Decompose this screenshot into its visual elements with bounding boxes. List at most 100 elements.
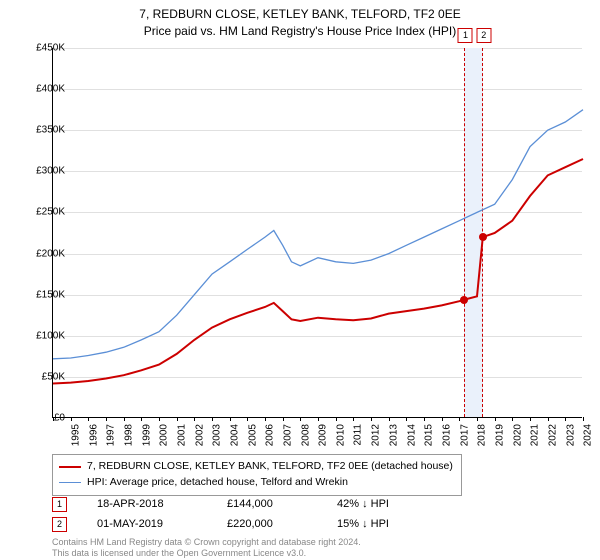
y-label: £450K xyxy=(25,43,65,54)
x-tick xyxy=(371,417,372,421)
x-label: 2019 xyxy=(494,424,505,446)
x-tick xyxy=(230,417,231,421)
title-line2: Price paid vs. HM Land Registry's House … xyxy=(0,23,600,40)
x-label: 2000 xyxy=(159,424,170,446)
y-label: £250K xyxy=(25,207,65,218)
x-tick xyxy=(106,417,107,421)
legend-text: 7, REDBURN CLOSE, KETLEY BANK, TELFORD, … xyxy=(87,459,453,475)
footer: Contains HM Land Registry data © Crown c… xyxy=(52,537,361,559)
x-label: 2014 xyxy=(406,424,417,446)
sales-date: 18-APR-2018 xyxy=(97,498,227,510)
x-tick xyxy=(336,417,337,421)
x-label: 2004 xyxy=(229,424,240,446)
x-tick xyxy=(124,417,125,421)
x-tick xyxy=(495,417,496,421)
x-label: 2021 xyxy=(530,424,541,446)
plot-svg xyxy=(53,48,582,417)
x-tick xyxy=(318,417,319,421)
x-label: 1995 xyxy=(70,424,81,446)
chart-area: 1 2 xyxy=(52,48,582,418)
x-label: 2011 xyxy=(352,424,363,446)
x-tick xyxy=(512,417,513,421)
y-label: £50K xyxy=(25,371,65,382)
y-label: £400K xyxy=(25,84,65,95)
footer-line2: This data is licensed under the Open Gov… xyxy=(52,548,361,559)
x-tick xyxy=(177,417,178,421)
sales-badge: 1 xyxy=(52,497,67,512)
x-tick xyxy=(530,417,531,421)
x-label: 2017 xyxy=(459,424,470,446)
legend-row: 7, REDBURN CLOSE, KETLEY BANK, TELFORD, … xyxy=(59,459,453,475)
sales-badge: 2 xyxy=(52,517,67,532)
x-tick xyxy=(353,417,354,421)
sales-amount: £144,000 xyxy=(227,498,337,510)
sales-pct: 15% ↓ HPI xyxy=(337,518,437,530)
title-block: 7, REDBURN CLOSE, KETLEY BANK, TELFORD, … xyxy=(0,0,600,40)
x-tick xyxy=(389,417,390,421)
x-label: 2018 xyxy=(477,424,488,446)
x-label: 2007 xyxy=(282,424,293,446)
x-label: 2023 xyxy=(565,424,576,446)
sales-row: 2 01-MAY-2019£220,00015% ↓ HPI xyxy=(52,514,437,534)
x-tick xyxy=(548,417,549,421)
y-label: £100K xyxy=(25,330,65,341)
x-label: 1997 xyxy=(106,424,117,446)
x-label: 1998 xyxy=(123,424,134,446)
x-tick xyxy=(247,417,248,421)
sales-row: 1 18-APR-2018£144,00042% ↓ HPI xyxy=(52,494,437,514)
x-tick xyxy=(583,417,584,421)
x-tick xyxy=(565,417,566,421)
x-label: 2013 xyxy=(388,424,399,446)
footer-line1: Contains HM Land Registry data © Crown c… xyxy=(52,537,361,548)
x-label: 2002 xyxy=(194,424,205,446)
x-label: 2010 xyxy=(335,424,346,446)
x-label: 2009 xyxy=(318,424,329,446)
x-tick xyxy=(283,417,284,421)
series-hpi xyxy=(53,110,583,359)
legend-text: HPI: Average price, detached house, Telf… xyxy=(87,475,348,491)
x-tick xyxy=(141,417,142,421)
x-tick xyxy=(265,417,266,421)
x-tick xyxy=(424,417,425,421)
chart-container: 7, REDBURN CLOSE, KETLEY BANK, TELFORD, … xyxy=(0,0,600,560)
x-tick xyxy=(300,417,301,421)
x-label: 1996 xyxy=(88,424,99,446)
x-tick xyxy=(406,417,407,421)
x-label: 2015 xyxy=(424,424,435,446)
legend-row: HPI: Average price, detached house, Telf… xyxy=(59,475,453,491)
y-label: £200K xyxy=(25,248,65,259)
x-tick xyxy=(88,417,89,421)
y-label: £300K xyxy=(25,166,65,177)
x-label: 2003 xyxy=(212,424,223,446)
y-label: £150K xyxy=(25,289,65,300)
sales-amount: £220,000 xyxy=(227,518,337,530)
x-label: 2006 xyxy=(265,424,276,446)
x-label: 2005 xyxy=(247,424,258,446)
x-tick xyxy=(212,417,213,421)
x-label: 2016 xyxy=(441,424,452,446)
x-label: 1999 xyxy=(141,424,152,446)
x-label: 2020 xyxy=(512,424,523,446)
x-label: 2008 xyxy=(300,424,311,446)
sales-pct: 42% ↓ HPI xyxy=(337,498,437,510)
x-label: 2001 xyxy=(176,424,187,446)
x-tick xyxy=(459,417,460,421)
y-label: £0 xyxy=(25,413,65,424)
sales-table: 1 18-APR-2018£144,00042% ↓ HPI 2 01-MAY-201… xyxy=(52,494,437,534)
legend-swatch xyxy=(59,482,81,483)
sale-badge-2: 2 xyxy=(476,28,491,43)
y-label: £350K xyxy=(25,125,65,136)
legend: 7, REDBURN CLOSE, KETLEY BANK, TELFORD, … xyxy=(52,454,462,496)
x-label: 2022 xyxy=(547,424,558,446)
legend-swatch xyxy=(59,466,81,468)
sale-marker xyxy=(460,296,468,304)
x-tick xyxy=(477,417,478,421)
x-label: 2024 xyxy=(583,424,594,446)
sales-date: 01-MAY-2019 xyxy=(97,518,227,530)
sale-marker xyxy=(479,233,487,241)
title-line1: 7, REDBURN CLOSE, KETLEY BANK, TELFORD, … xyxy=(0,6,600,23)
x-tick xyxy=(71,417,72,421)
x-tick xyxy=(159,417,160,421)
x-label: 2012 xyxy=(371,424,382,446)
sale-badge-1: 1 xyxy=(458,28,473,43)
